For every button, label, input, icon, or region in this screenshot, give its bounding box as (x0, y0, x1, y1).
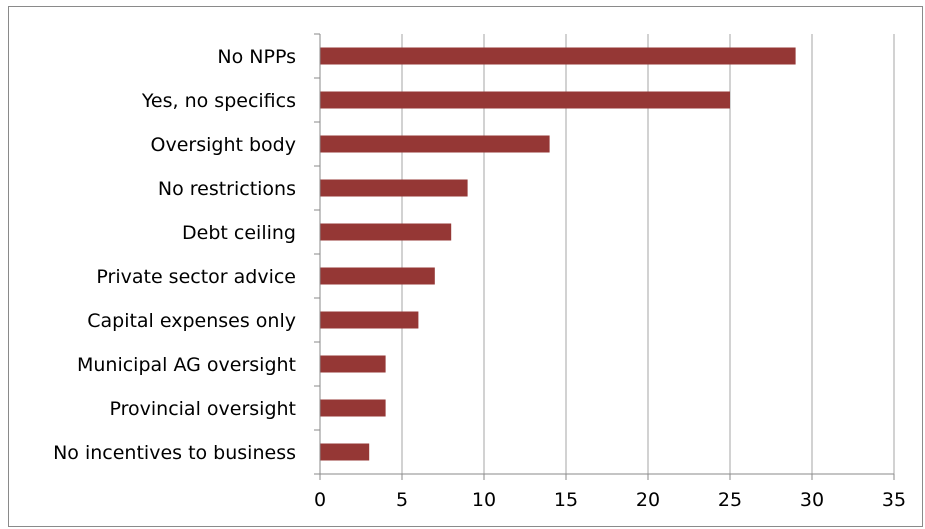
category-label-4: Debt ceiling (182, 222, 296, 244)
category-label-5: Private sector advice (96, 266, 296, 288)
x-tick-labels: 0 5 10 15 20 25 30 35 (314, 489, 906, 511)
x-tick-label-15: 15 (554, 489, 578, 511)
axes (314, 33, 895, 480)
bar-6 (320, 311, 419, 329)
x-tick-label-20: 20 (636, 489, 660, 511)
bar-8 (320, 399, 386, 417)
category-label-7: Municipal AG oversight (77, 354, 296, 376)
x-tick-label-30: 30 (800, 489, 824, 511)
bar-1 (320, 91, 730, 109)
x-tick-label-5: 5 (396, 489, 408, 511)
bar-0 (320, 47, 796, 65)
category-label-8: Provincial oversight (110, 398, 297, 420)
category-label-2: Oversight body (151, 134, 296, 156)
x-tick-label-10: 10 (472, 489, 496, 511)
x-tick-label-35: 35 (882, 489, 906, 511)
x-tick-label-0: 0 (314, 489, 326, 511)
bar-7 (320, 355, 386, 373)
bar-4 (320, 223, 452, 241)
category-label-6: Capital expenses only (87, 310, 296, 332)
bars (320, 47, 796, 461)
category-label-0: No NPPs (217, 46, 296, 68)
category-labels: No NPPs Yes, no specifics Oversight body No… (53, 46, 296, 464)
category-label-9: No incentives to business (53, 442, 296, 464)
category-label-3: No restrictions (158, 178, 296, 200)
category-label-1: Yes, no specifics (141, 90, 296, 112)
bar-9 (320, 443, 370, 461)
bar-3 (320, 179, 468, 197)
x-tick-label-25: 25 (718, 489, 742, 511)
bar-2 (320, 135, 550, 153)
bar-5 (320, 267, 435, 285)
